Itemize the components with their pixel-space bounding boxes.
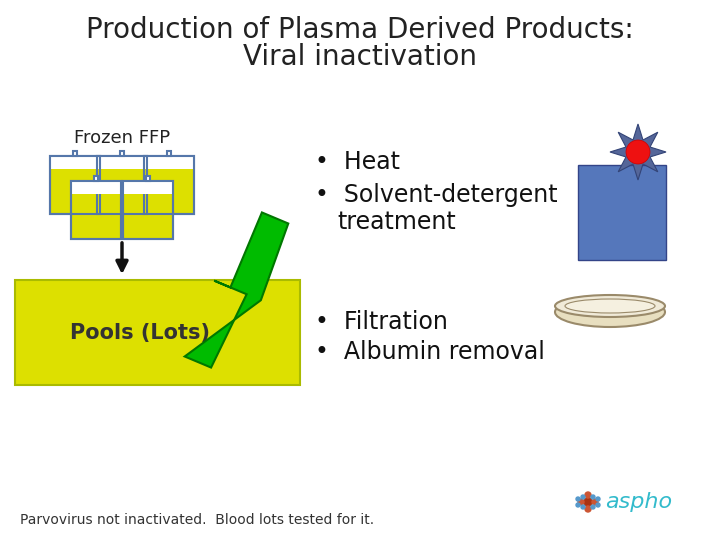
Bar xyxy=(71,181,121,239)
Bar xyxy=(146,176,150,181)
Ellipse shape xyxy=(555,297,665,327)
Text: •  Filtration: • Filtration xyxy=(315,310,448,334)
Bar xyxy=(50,156,100,169)
Circle shape xyxy=(576,497,580,501)
Bar xyxy=(144,156,194,214)
Circle shape xyxy=(591,505,595,509)
Bar xyxy=(123,181,173,239)
Text: Production of Plasma Derived Products:: Production of Plasma Derived Products: xyxy=(86,16,634,44)
Bar xyxy=(123,181,173,239)
Bar xyxy=(71,181,121,194)
Text: Solvent: Solvent xyxy=(586,204,657,221)
Circle shape xyxy=(585,492,591,498)
Circle shape xyxy=(581,505,585,509)
Bar xyxy=(97,156,147,214)
Bar xyxy=(97,156,147,214)
Text: Parvovirus not inactivated.  Blood lots tested for it.: Parvovirus not inactivated. Blood lots t… xyxy=(20,513,374,527)
Circle shape xyxy=(596,503,600,507)
Bar xyxy=(120,151,124,156)
Circle shape xyxy=(592,499,598,505)
Text: aspho: aspho xyxy=(605,492,672,512)
Bar xyxy=(94,176,98,181)
Bar xyxy=(97,156,147,169)
Ellipse shape xyxy=(565,299,655,313)
Polygon shape xyxy=(610,124,666,180)
Bar xyxy=(144,156,194,169)
Bar xyxy=(123,181,173,194)
Bar xyxy=(50,156,100,214)
Bar xyxy=(167,151,171,156)
Circle shape xyxy=(596,497,600,501)
Bar xyxy=(15,280,300,385)
Text: Frozen FFP: Frozen FFP xyxy=(74,129,170,147)
Text: •  Albumin removal: • Albumin removal xyxy=(315,340,545,364)
Bar xyxy=(50,156,100,214)
Text: Viral inactivation: Viral inactivation xyxy=(243,43,477,71)
Text: •  Heat: • Heat xyxy=(315,150,400,174)
Bar xyxy=(144,156,194,214)
Text: •  Solvent-detergent: • Solvent-detergent xyxy=(315,183,557,207)
Text: Pools (Lots): Pools (Lots) xyxy=(70,323,210,343)
Bar xyxy=(578,165,666,260)
Circle shape xyxy=(584,498,592,506)
Text: treatment: treatment xyxy=(337,210,456,234)
Circle shape xyxy=(591,495,595,499)
Polygon shape xyxy=(185,212,288,368)
Circle shape xyxy=(585,506,591,512)
Ellipse shape xyxy=(555,295,665,317)
Circle shape xyxy=(576,503,580,507)
Circle shape xyxy=(581,495,585,499)
Bar xyxy=(73,151,77,156)
Bar xyxy=(71,181,121,239)
Circle shape xyxy=(578,499,584,505)
Circle shape xyxy=(626,140,650,164)
